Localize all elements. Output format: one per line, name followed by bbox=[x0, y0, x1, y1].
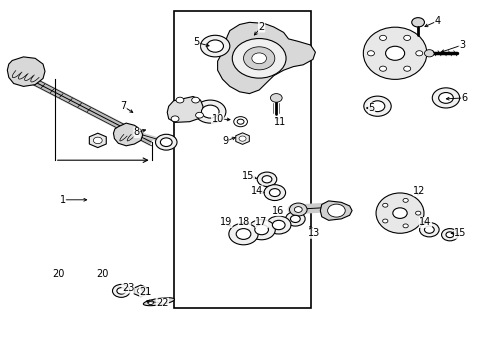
Circle shape bbox=[419, 222, 438, 237]
Circle shape bbox=[233, 117, 247, 127]
Ellipse shape bbox=[375, 193, 423, 233]
Polygon shape bbox=[113, 123, 142, 146]
Circle shape bbox=[270, 94, 282, 102]
Text: 13: 13 bbox=[307, 228, 320, 238]
Circle shape bbox=[237, 119, 244, 124]
Circle shape bbox=[294, 207, 302, 212]
Circle shape bbox=[264, 185, 285, 201]
Text: 15: 15 bbox=[453, 228, 466, 238]
Circle shape bbox=[200, 35, 229, 57]
Circle shape bbox=[363, 96, 390, 116]
Text: 7: 7 bbox=[120, 101, 126, 111]
Circle shape bbox=[327, 204, 345, 217]
Polygon shape bbox=[134, 285, 147, 297]
Text: 3: 3 bbox=[458, 40, 464, 50]
Polygon shape bbox=[235, 133, 249, 144]
Text: 14: 14 bbox=[418, 217, 431, 228]
Circle shape bbox=[194, 100, 225, 123]
Circle shape bbox=[402, 198, 407, 202]
Circle shape bbox=[379, 35, 386, 40]
Circle shape bbox=[441, 229, 457, 241]
Circle shape bbox=[117, 288, 125, 294]
Circle shape bbox=[266, 216, 290, 234]
Circle shape bbox=[257, 172, 276, 186]
Circle shape bbox=[272, 220, 285, 230]
Text: 21: 21 bbox=[139, 287, 152, 297]
Circle shape bbox=[147, 300, 153, 305]
Circle shape bbox=[254, 225, 268, 235]
Text: 10: 10 bbox=[211, 114, 224, 124]
Text: 23: 23 bbox=[122, 283, 134, 293]
Circle shape bbox=[191, 97, 199, 103]
Circle shape bbox=[366, 51, 374, 56]
Polygon shape bbox=[89, 133, 106, 148]
Text: 20: 20 bbox=[52, 269, 65, 279]
Circle shape bbox=[445, 232, 453, 238]
Bar bbox=[173, 11, 310, 308]
Text: 15: 15 bbox=[242, 171, 254, 181]
Text: 1: 1 bbox=[60, 195, 65, 205]
Circle shape bbox=[176, 97, 183, 103]
Circle shape bbox=[385, 46, 404, 60]
Circle shape bbox=[379, 66, 386, 71]
Circle shape bbox=[290, 215, 300, 222]
Circle shape bbox=[155, 134, 177, 150]
Polygon shape bbox=[217, 22, 315, 94]
Text: 4: 4 bbox=[434, 16, 440, 26]
Text: 16: 16 bbox=[271, 206, 284, 216]
Text: 8: 8 bbox=[134, 127, 140, 138]
Circle shape bbox=[382, 203, 387, 207]
Circle shape bbox=[403, 66, 410, 71]
Circle shape bbox=[236, 229, 250, 239]
Circle shape bbox=[431, 88, 459, 108]
Circle shape bbox=[402, 224, 407, 228]
Text: 5: 5 bbox=[368, 103, 374, 113]
Text: 17: 17 bbox=[255, 217, 267, 228]
Circle shape bbox=[251, 53, 266, 64]
Circle shape bbox=[160, 138, 172, 147]
Circle shape bbox=[262, 176, 271, 183]
Circle shape bbox=[195, 112, 203, 118]
Circle shape bbox=[403, 35, 410, 40]
Circle shape bbox=[247, 220, 275, 240]
Circle shape bbox=[415, 51, 422, 56]
Circle shape bbox=[232, 39, 285, 78]
Text: 22: 22 bbox=[156, 298, 168, 308]
Circle shape bbox=[285, 212, 305, 226]
Text: 2: 2 bbox=[258, 22, 264, 32]
Text: 12: 12 bbox=[412, 186, 425, 196]
Circle shape bbox=[93, 137, 102, 144]
Text: 20: 20 bbox=[96, 269, 109, 279]
Circle shape bbox=[239, 136, 245, 141]
Circle shape bbox=[112, 284, 130, 297]
Text: 19: 19 bbox=[219, 217, 232, 228]
Circle shape bbox=[382, 219, 387, 223]
Polygon shape bbox=[7, 57, 45, 86]
Text: 11: 11 bbox=[273, 117, 285, 127]
Text: 5: 5 bbox=[193, 37, 199, 48]
Circle shape bbox=[228, 223, 258, 245]
Polygon shape bbox=[167, 96, 203, 122]
Circle shape bbox=[201, 105, 219, 118]
Circle shape bbox=[269, 189, 280, 197]
Circle shape bbox=[171, 116, 179, 122]
Text: 18: 18 bbox=[238, 217, 250, 228]
Ellipse shape bbox=[363, 27, 426, 79]
Circle shape bbox=[289, 203, 306, 216]
Circle shape bbox=[424, 50, 433, 57]
Circle shape bbox=[438, 93, 452, 103]
Text: 9: 9 bbox=[223, 136, 228, 146]
Circle shape bbox=[243, 47, 274, 70]
Circle shape bbox=[137, 288, 144, 293]
Circle shape bbox=[206, 40, 223, 52]
Circle shape bbox=[392, 208, 407, 219]
Circle shape bbox=[369, 101, 384, 112]
Ellipse shape bbox=[143, 298, 174, 306]
Text: 6: 6 bbox=[461, 93, 467, 103]
Circle shape bbox=[415, 211, 420, 215]
Text: 14: 14 bbox=[250, 186, 263, 196]
Circle shape bbox=[411, 18, 424, 27]
Circle shape bbox=[424, 226, 433, 233]
Polygon shape bbox=[320, 201, 351, 220]
